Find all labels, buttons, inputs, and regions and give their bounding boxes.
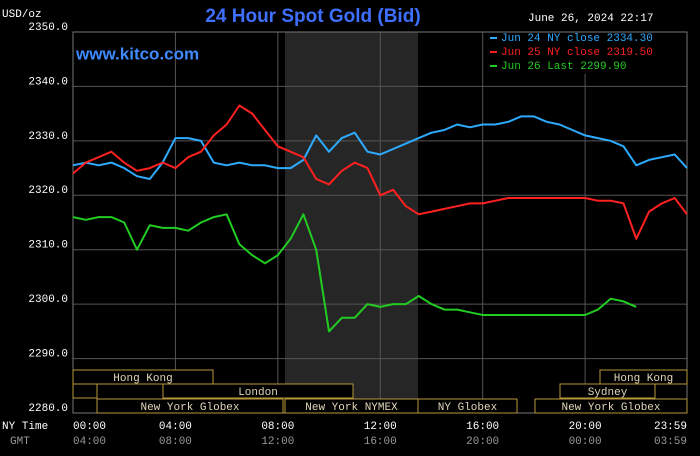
date-time: June 26, 2024 22:17 — [528, 13, 653, 25]
y-tick-label: 2290.0 — [28, 348, 68, 360]
y-tick-label: 2320.0 — [28, 185, 68, 197]
y-axis-label: USD/oz — [2, 9, 42, 21]
gmt-tick-label: 08:00 — [159, 436, 192, 448]
x-tick-label: 12:00 — [364, 421, 397, 433]
session-label: New York Globex — [140, 402, 239, 414]
row-label: NY Time — [2, 421, 48, 433]
session-box — [96, 398, 284, 414]
session-label: Hong Kong — [113, 373, 172, 385]
session-label: Sydney — [588, 387, 628, 399]
gmt-tick-label: 04:00 — [73, 436, 106, 448]
x-tick-label: 20:00 — [569, 421, 602, 433]
session-label: New York NYMEX — [305, 402, 398, 414]
series-line — [72, 213, 637, 333]
watermark: www.kitco.com — [75, 44, 199, 63]
gmt-tick-label: 16:00 — [364, 436, 397, 448]
y-tick-label: 2340.0 — [28, 76, 68, 88]
legend-box — [487, 30, 687, 74]
session-label: NY Globex — [438, 402, 498, 414]
session-label: Hong Kong — [614, 373, 673, 385]
y-tick-label: 2300.0 — [28, 294, 68, 306]
session-box — [417, 398, 518, 414]
x-tick-label: 16:00 — [466, 421, 499, 433]
y-tick-label: 2330.0 — [28, 131, 68, 143]
row-label: GMT — [10, 436, 30, 448]
gmt-tick-label: 12:00 — [261, 436, 294, 448]
legend-label: Jun 26 Last 2299.90 — [501, 61, 626, 73]
gmt-tick-label: 03:59 — [654, 436, 687, 448]
chart-title: 24 Hour Spot Gold (Bid) — [205, 6, 420, 27]
y-tick-label: 2280.0 — [28, 403, 68, 415]
session-box — [559, 383, 656, 399]
legend-label: Jun 25 NY close 2319.50 — [501, 47, 653, 59]
gmt-tick-label: 20:00 — [466, 436, 499, 448]
y-tick-label: 2350.0 — [28, 22, 68, 34]
x-tick-label: 08:00 — [261, 421, 294, 433]
series-line — [72, 115, 688, 180]
session-label: London — [238, 387, 278, 399]
gmt-tick-label: 00:00 — [569, 436, 602, 448]
session-box — [534, 398, 688, 414]
y-tick-label: 2310.0 — [28, 240, 68, 252]
session-box — [162, 383, 354, 399]
x-tick-label: 04:00 — [159, 421, 192, 433]
nymex-shade — [285, 32, 418, 413]
series-line — [72, 104, 688, 240]
legend-label: Jun 24 NY close 2334.30 — [501, 33, 653, 45]
x-tick-label: 23:59 — [654, 421, 687, 433]
x-tick-label: 00:00 — [73, 421, 106, 433]
session-box — [72, 369, 214, 385]
session-label: New York Globex — [561, 402, 660, 414]
